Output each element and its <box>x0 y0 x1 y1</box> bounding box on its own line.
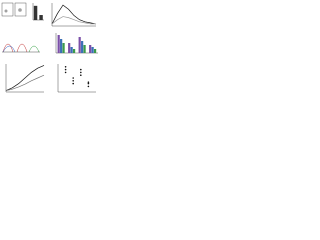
bar <box>57 35 60 53</box>
figure <box>1 2 98 93</box>
bar <box>78 37 81 53</box>
point <box>80 71 82 74</box>
bar <box>68 43 71 53</box>
point <box>64 66 67 68</box>
line <box>5 65 45 91</box>
flow-box <box>14 2 27 17</box>
flow-dots <box>4 8 22 13</box>
histogram <box>28 45 40 53</box>
point <box>64 68 67 71</box>
bar <box>91 47 94 53</box>
bar <box>33 5 38 20</box>
dots <box>4 9 8 13</box>
bar <box>70 47 73 53</box>
histogram <box>2 45 16 53</box>
flow-box <box>1 2 14 17</box>
bar <box>89 45 92 53</box>
bar <box>83 45 86 53</box>
point <box>72 77 74 79</box>
line <box>5 74 45 91</box>
point <box>64 71 67 74</box>
bar <box>93 49 97 53</box>
bar <box>60 39 63 53</box>
histogram <box>2 43 14 53</box>
bar <box>62 43 65 53</box>
point <box>80 68 82 71</box>
bar <box>72 49 76 53</box>
histogram <box>16 43 28 53</box>
bar <box>39 15 43 20</box>
dots <box>18 8 22 12</box>
flow-plots <box>1 2 27 17</box>
histograms <box>2 43 40 53</box>
line <box>51 4 97 25</box>
point <box>72 80 74 82</box>
point <box>72 82 74 85</box>
line <box>51 16 96 25</box>
point <box>87 85 90 88</box>
point <box>87 82 90 85</box>
bar <box>81 41 84 53</box>
point <box>87 81 90 83</box>
point <box>80 74 82 76</box>
